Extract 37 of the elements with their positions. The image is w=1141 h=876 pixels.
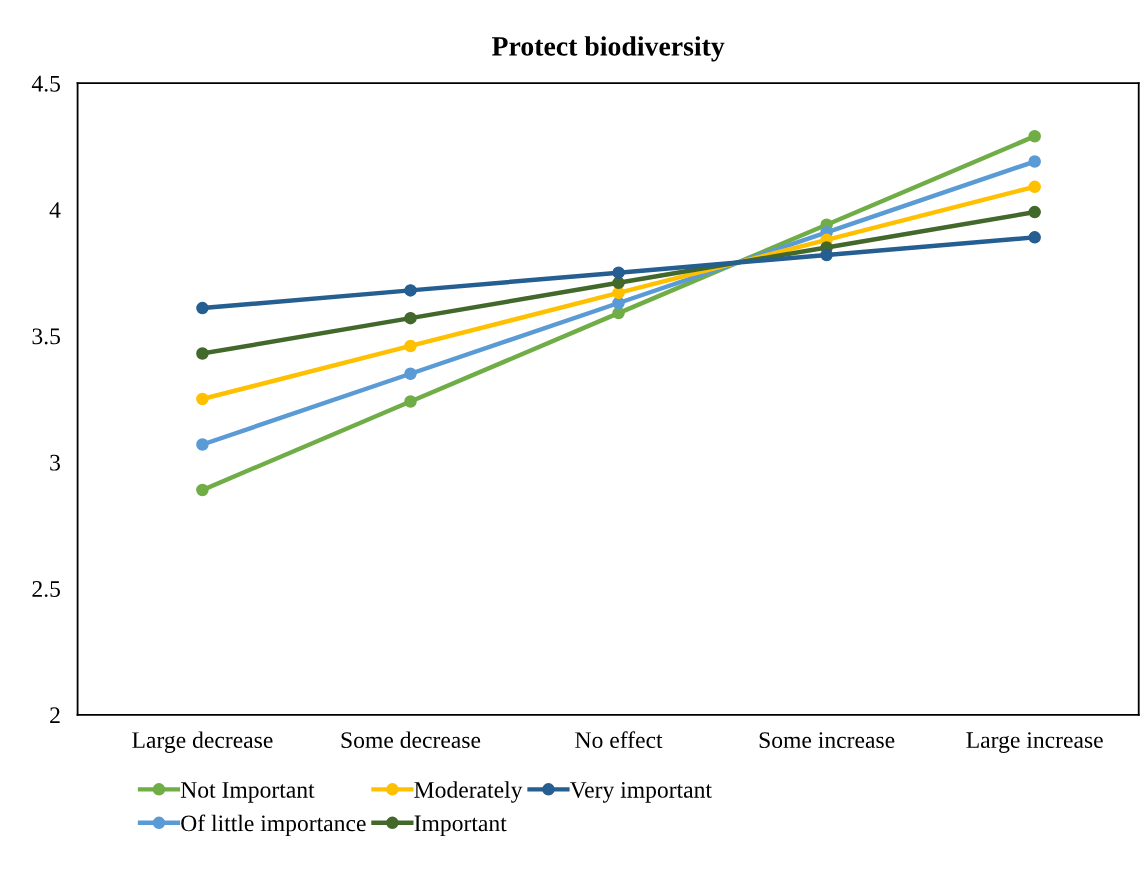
legend-label: Moderately [414,781,523,803]
point [404,395,417,408]
legend-label: Very important [569,782,712,803]
point [196,438,209,451]
point [404,284,417,297]
point [820,248,833,262]
x-tick-label: Large decrease [132,731,273,753]
point [1028,231,1041,244]
y-tick-label: 3 [50,454,60,471]
legend-label: Important [414,815,507,837]
point [612,266,625,279]
point [1028,180,1041,194]
point [196,392,209,406]
point [196,347,209,360]
x-tick-label: Some increase [759,732,895,749]
point [196,483,209,497]
point [196,301,209,315]
y-tick-label: 4.5 [31,75,60,92]
legend-label: Of little importance [181,814,366,837]
x-tick-label: Some decrease [341,731,481,749]
point [1028,130,1041,143]
x-tick-label: No effect [575,731,663,749]
point [404,367,417,381]
point [612,296,625,310]
point [612,306,625,320]
x-tick-label: Large increase [966,732,1103,753]
point [404,339,417,353]
legend-label: Not Important [180,782,315,803]
point [1028,155,1041,168]
y-tick-label: 2.5 [32,581,60,598]
y-tick-label: 2 [50,707,60,724]
y-tick-label: 3.5 [32,328,60,345]
chart-title: Protect biodiversity [492,36,725,62]
point [1028,205,1041,219]
point [404,311,417,325]
point [612,286,625,300]
y-tick-label: 4 [49,202,61,218]
